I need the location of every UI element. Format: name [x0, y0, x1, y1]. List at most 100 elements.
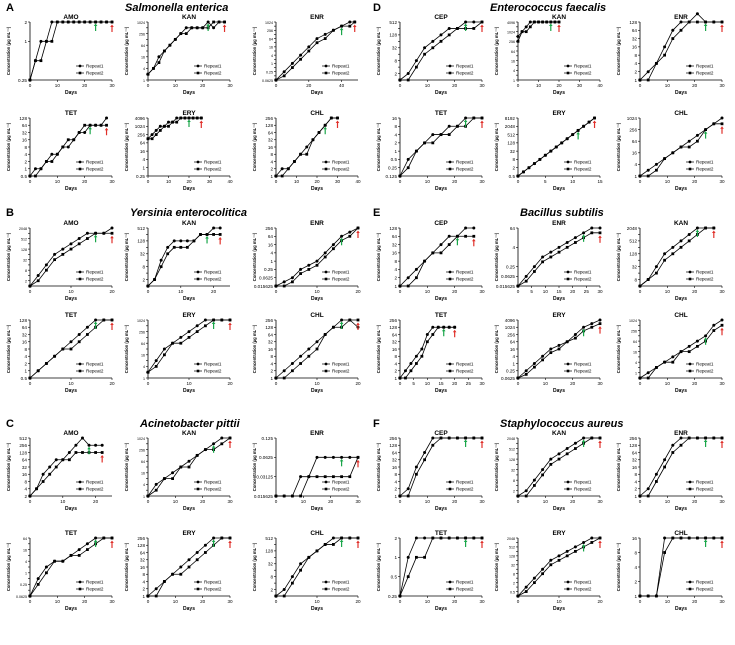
chart-a-amo-xlabel: Days — [65, 90, 77, 96]
chart-f-cep-point — [423, 458, 426, 462]
chart-a-ery-xtick-label: 0 — [147, 179, 150, 184]
chart-a-chl-legend-label-2: Repeat2 — [332, 167, 350, 172]
chart-e-ery-xtick-label: 20 — [570, 381, 576, 386]
chart-e-cep-legend-label-2: Repeat2 — [456, 277, 474, 282]
chart-b-tet-point — [36, 369, 40, 373]
chart-c-chl-point — [315, 549, 319, 553]
chart-b-chl-xtick-label: 20 — [355, 381, 361, 386]
chart-c-ery-ytick-label: 2 — [142, 587, 145, 592]
species-title-b: Yersinia enterocolitica — [130, 207, 247, 219]
chart-c-enr-ytick-label: 0.0625 — [259, 455, 273, 460]
chart-e-tet-point — [436, 325, 440, 329]
chart-e-chl-arrowhead-green — [703, 337, 708, 340]
chart-e-ery-ytick-label: 4 — [512, 354, 515, 359]
chart-f-tet-ylabel: Concentration (µg mL⁻¹) — [376, 542, 381, 591]
chart-e-tet-legend-marker-2 — [448, 369, 452, 373]
chart-e-tet-ylabel: Concentration (µg mL⁻¹) — [376, 324, 381, 373]
chart-e-chl-ytick-label: 64 — [633, 340, 637, 344]
chart-d-kan-xtick-label: 10 — [536, 83, 542, 88]
chart-b-tet-legend-label-2: Repeat2 — [86, 369, 104, 374]
chart-b-enr-point — [282, 284, 286, 288]
chart-c-tet-xtick-label: 10 — [55, 599, 61, 604]
chart-e-ery-point — [532, 362, 536, 365]
chart-b-chl-xlabel: Days — [311, 388, 323, 394]
chart-c-kan-point — [171, 471, 175, 475]
chart-c-ery-point — [146, 594, 150, 598]
chart-e-chl-ytick-label: 1 — [635, 372, 637, 376]
chart-f-tet-ytick-label: 2 — [394, 536, 397, 541]
chart-e-chl-point — [696, 344, 699, 348]
chart-c-amo-ytick-label: 128 — [19, 450, 27, 455]
chart-e-kan-xtick-label: 30 — [719, 289, 725, 294]
chart-e-tet-point — [442, 325, 446, 329]
chart-b-ery-point — [195, 330, 199, 333]
chart-f-chl-xtick-label: 10 — [665, 599, 671, 604]
chart-e-ery-xtick-label: 10 — [543, 381, 549, 386]
chart-f-chl-ytick-label: 16 — [632, 536, 638, 541]
chart-b-chl-xtick-label: 0 — [275, 381, 278, 386]
chart-b-kan-point — [159, 265, 163, 269]
chart-c-amo-ytick-label: 4 — [24, 487, 27, 492]
chart-e-enr-point — [557, 245, 561, 249]
chart-c-ery-point — [179, 572, 183, 576]
chart-d-kan-legend-label-1: Repeat1 — [574, 64, 592, 69]
chart-e-chl-arrowhead-red — [720, 327, 724, 331]
chart-f-kan-arrowhead-red — [598, 440, 602, 443]
chart-a-tet-point — [83, 123, 87, 127]
chart-e-tet-ytick-label: 8 — [394, 354, 397, 359]
chart-f-cep-ytick-label: 16 — [392, 465, 398, 470]
chart-a-ery-point — [163, 124, 166, 128]
chart-a-tet-xtick-label: 0 — [29, 179, 32, 184]
chart-e-enr-ylabel: Concentration (µg mL⁻¹) — [494, 232, 499, 281]
chart-b-ery-point — [154, 359, 158, 363]
chart-e-ery-legend-marker-2 — [566, 369, 570, 373]
chart-e-cep-point — [447, 234, 451, 238]
chart-a-enr-ytick-label: 0.0625 — [262, 79, 273, 83]
chart-d-enr-ytick-label: 128 — [629, 20, 637, 25]
chart-e-enr-ytick-label: 0.0625 — [501, 274, 515, 279]
chart-b-chl-legend-marker-2 — [324, 369, 328, 373]
chart-a-enr-point — [307, 49, 311, 53]
chart-f-enr-point — [671, 451, 675, 454]
chart-b-tet-legend-marker-1 — [78, 362, 82, 366]
chart-e-enr-point — [541, 255, 545, 259]
chart-a-ery-point — [179, 116, 183, 120]
chart-b-kan-point — [153, 278, 156, 281]
chart-e-chl-point — [655, 366, 658, 369]
chart-f-tet-point — [456, 536, 459, 540]
chart-d-ery-xtick-label: 0 — [517, 179, 520, 184]
chart-f-ery-ytick-label: 32 — [511, 564, 515, 568]
chart-b-ery-xtick-label: 20 — [227, 381, 233, 386]
chart-d-chl-point — [720, 116, 724, 120]
chart-a-amo-arrowhead-red — [110, 24, 114, 27]
chart-b-enr-point — [356, 226, 360, 230]
chart-a-kan-legend-label-2: Repeat2 — [204, 71, 222, 76]
chart-d-ery-legend-marker-2 — [566, 167, 570, 171]
chart-c-ery-ytick-label: 1 — [142, 594, 145, 599]
chart-f-ery-ytick-label: 2 — [513, 581, 515, 585]
chart-d-enr-point — [671, 28, 675, 32]
chart-e-enr-ytick-label: 4 — [512, 245, 515, 250]
chart-e-tet-point — [414, 354, 418, 358]
chart-e-kan-ytick-label: 512 — [629, 239, 637, 244]
chart-d-cep-ylabel: Concentration (µg mL⁻¹) — [376, 26, 381, 75]
chart-e-ery-point — [533, 365, 536, 369]
chart-c-enr-point — [299, 475, 303, 479]
chart-f-kan-point — [582, 436, 586, 440]
chart-d-kan-xtick-label: 40 — [597, 83, 603, 88]
chart-f-chl-xlabel: Days — [675, 606, 687, 612]
chart-e-ery-point — [598, 322, 602, 326]
chart-e-tet-xtick-label: 20 — [452, 381, 458, 386]
chart-c-kan-xtick-label: 30 — [227, 499, 233, 504]
chart-e-cep-point — [464, 234, 467, 238]
chart-c-chl-point — [356, 536, 360, 540]
chart-c-enr-point — [348, 475, 352, 479]
chart-b-ery-legend-marker-2 — [196, 369, 200, 373]
chart-f-cep-ytick-label: 1 — [394, 494, 397, 499]
chart-a-kan-point — [212, 20, 215, 24]
chart-e-kan-ytick-label: 32 — [632, 264, 638, 269]
panel-letter-f: F — [373, 418, 380, 430]
chart-d-ery-point — [527, 166, 531, 170]
chart-e-kan-series-1 — [639, 227, 714, 287]
